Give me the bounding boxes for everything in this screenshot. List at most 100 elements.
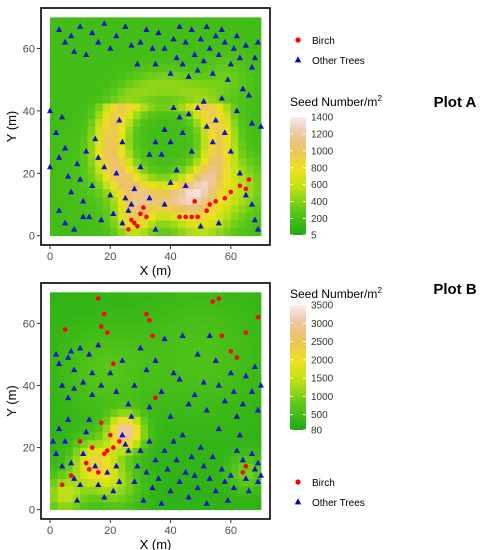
heatmap-cell [72,204,81,213]
heatmap-cell [147,362,156,371]
heatmap-cell [200,165,209,174]
heatmap-cell [65,439,74,448]
heatmap-cell [95,165,104,174]
heatmap-cell [140,470,149,480]
heatmap-cell [170,40,179,49]
other-tree-point [227,60,234,67]
heatmap-cell [147,470,156,480]
heatmap-cell [102,416,111,425]
heatmap-cell [57,118,66,127]
heatmap-cell [253,315,262,324]
heatmap-cell [178,501,187,511]
heatmap-cell [163,346,171,355]
other-tree-point [182,38,189,45]
heatmap-cell [125,315,134,324]
plot-label: Plot B [433,281,476,298]
heatmap-cell [147,134,156,143]
other-tree-point [53,450,60,456]
heatmap-cell [72,424,81,433]
heatmap-cell [185,323,194,332]
heatmap-cell [223,486,232,495]
heatmap-cell [140,134,149,143]
heatmap-cell [132,377,141,386]
heatmap-cell [117,181,126,190]
heatmap-cell [185,292,194,301]
heatmap-cell [238,157,247,166]
heatmap-cell [72,48,81,57]
heatmap-cell [223,501,232,511]
heatmap-cell [102,173,111,182]
heatmap-cell [117,486,126,495]
heatmap-cell [245,103,254,112]
heatmap-cell [102,300,111,309]
heatmap-cell [50,71,58,81]
heatmap-cell [132,486,141,495]
heatmap-cell [110,17,119,26]
heatmap-cell [193,32,202,42]
heatmap-cell [223,354,232,363]
other-tree-point [83,428,90,435]
heatmap-cell [230,110,239,120]
heatmap-cell [208,110,217,120]
heatmap-cell [215,79,224,88]
heatmap-cell [223,439,232,448]
other-tree-point [71,48,78,54]
heatmap-cell [117,292,126,301]
other-tree-point [248,450,255,456]
heatmap-cell [238,424,247,433]
series-birch [59,296,261,488]
heatmap-cell [110,40,119,49]
heatmap-cell [170,79,179,88]
heatmap-cell [215,212,224,221]
heatmap-cell [65,157,74,166]
birch-point [117,439,122,444]
heatmap-cell [215,48,224,57]
other-tree-point [101,163,108,170]
heatmap-cell [140,354,149,363]
other-tree-point [215,219,222,226]
heatmap-cell [200,196,209,205]
heatmap-cell [223,478,232,487]
heatmap-cell [72,408,81,417]
heatmap-cell [230,134,239,143]
heatmap-cell [178,470,187,480]
heatmap-cell [65,56,74,65]
heatmap-cell [80,79,89,88]
heatmap-cell [110,71,119,81]
birch-point [246,177,252,182]
heatmap-cell [238,300,247,309]
heatmap-cell [80,501,89,511]
heatmap-cell [193,300,202,309]
other-tree-point [89,182,96,188]
heatmap-cell [57,300,66,309]
heatmap-cell [253,362,262,371]
heatmap-cell [80,354,89,363]
heatmap-cell [102,227,111,237]
heatmap-cell [102,331,111,340]
colorbar-tick-label: 500 [311,410,328,421]
other-tree-point [200,462,207,469]
heatmap-cell [117,393,126,402]
heatmap-cell [140,118,149,127]
birch-point [183,214,188,220]
heatmap-cell [170,95,179,104]
other-tree-point [236,431,243,438]
heatmap-cell [185,501,194,511]
heatmap-cell [215,118,224,127]
heatmap-cell [80,424,89,433]
heatmap-cell [193,118,202,127]
heatmap-cell [140,79,149,88]
heatmap-cell [208,196,217,205]
heatmap-cell [117,56,126,65]
heatmap-cell [223,292,232,301]
heatmap-cell [57,64,66,73]
other-tree-point [170,437,177,444]
other-tree-point [131,185,138,192]
heatmap-cell [132,307,141,316]
heatmap-cell [50,331,58,340]
heatmap-cell [95,56,104,65]
heatmap-cell [132,408,141,417]
heatmap-cell [140,501,149,511]
other-tree-point [149,45,156,51]
heatmap-cell [147,204,156,213]
